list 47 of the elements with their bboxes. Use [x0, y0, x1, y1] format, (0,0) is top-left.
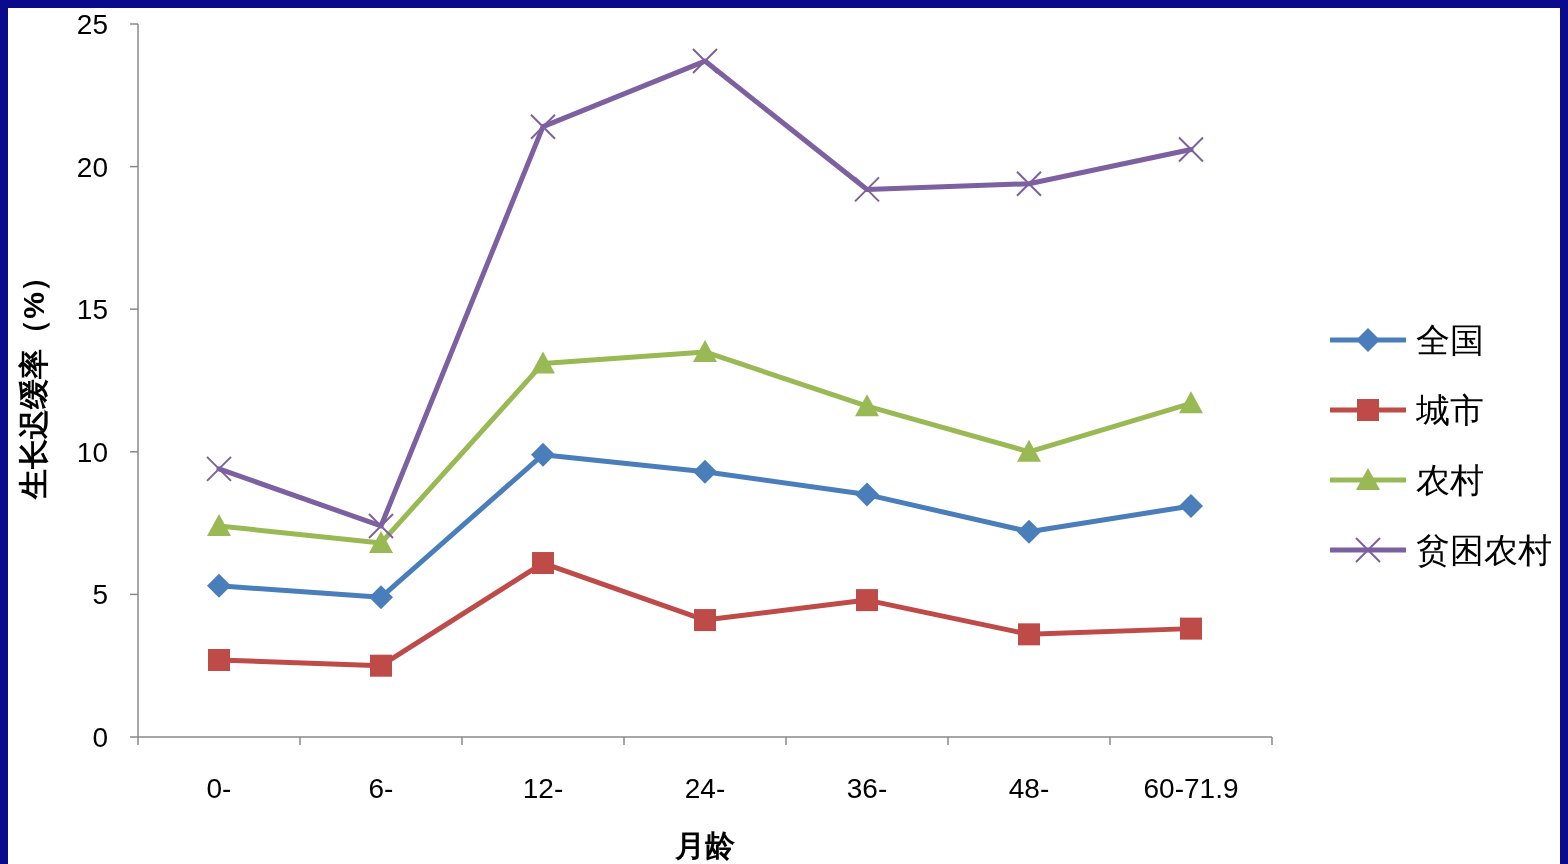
- point: [531, 351, 555, 374]
- point: [1016, 170, 1042, 197]
- y-axis-title: 生长迟缓率（%）: [17, 262, 50, 500]
- x-tick-label: 60-71.9: [1143, 773, 1239, 804]
- x-tick-label: 48-: [1008, 773, 1050, 804]
- legend-label: 城市: [1415, 391, 1484, 429]
- point: [854, 176, 880, 203]
- point: [855, 394, 879, 417]
- point: [369, 585, 393, 610]
- point: [1179, 391, 1203, 414]
- x-tick-label: 24-: [684, 773, 726, 804]
- y-tick-label: 25: [76, 9, 108, 40]
- point: [855, 482, 879, 507]
- point: [693, 459, 717, 484]
- legend-label: 全国: [1416, 321, 1484, 359]
- point: [368, 512, 394, 539]
- y-tick-label: 0: [92, 722, 108, 753]
- point: [1017, 519, 1041, 544]
- legend-label: 贫困农村: [1416, 531, 1552, 569]
- point: [532, 552, 554, 575]
- x-tick-label: 12-: [522, 773, 564, 804]
- point: [856, 589, 878, 612]
- point: [370, 654, 392, 677]
- x-tick-label: 36-: [846, 773, 888, 804]
- point: [531, 442, 555, 467]
- point: [1018, 623, 1040, 646]
- y-tick-label: 10: [76, 436, 108, 468]
- y-tick-label: 15: [76, 294, 108, 326]
- point: [694, 609, 716, 632]
- legend-label: 农村: [1416, 461, 1484, 499]
- x-tick-label: 0-: [206, 773, 232, 804]
- point: [369, 531, 393, 554]
- point: [208, 649, 230, 671]
- point: [206, 455, 232, 482]
- y-tick-label: 5: [92, 579, 108, 611]
- point: [692, 48, 718, 75]
- y-tick-label: 20: [76, 151, 108, 183]
- point: [530, 113, 556, 140]
- point: [207, 573, 231, 598]
- point: [1178, 136, 1204, 163]
- point: [1017, 439, 1041, 462]
- x-axis-title: 月龄: [674, 829, 736, 862]
- point: [1180, 617, 1202, 640]
- point: [1179, 493, 1203, 518]
- point: [693, 339, 717, 362]
- x-tick-label: 6-: [368, 773, 394, 804]
- point: [207, 513, 231, 536]
